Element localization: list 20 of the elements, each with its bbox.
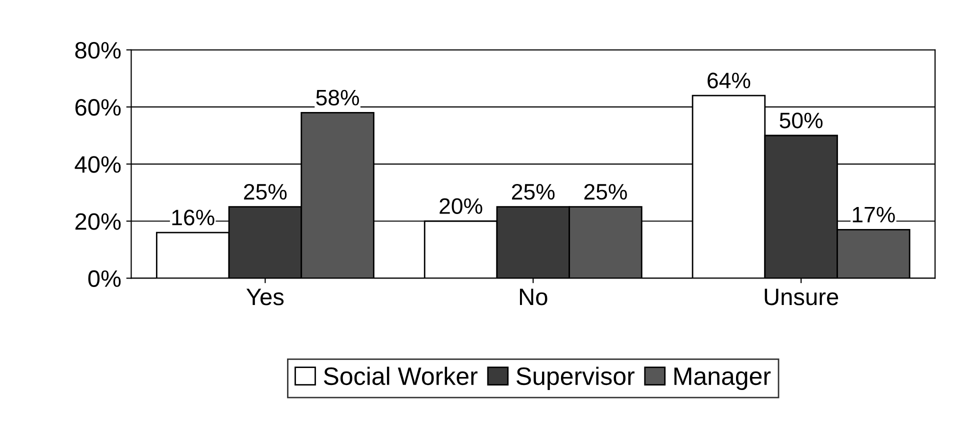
data-label: 17% — [852, 206, 895, 222]
legend-label: Manager — [674, 368, 771, 390]
y-tick-label: 20% — [75, 213, 121, 230]
x-tick-label: Unsure — [764, 288, 838, 306]
y-tick-label: 40% — [74, 156, 121, 173]
x-tick-label: Yes — [246, 288, 284, 306]
data-label: 16% — [172, 210, 214, 226]
data-label: 58% — [316, 90, 359, 106]
data-label: 25% — [584, 184, 627, 200]
data-label: 25% — [512, 184, 555, 200]
y-tick-label: 60% — [75, 99, 121, 116]
data-label: 20% — [440, 198, 482, 214]
x-tick-label: No — [520, 288, 548, 306]
y-tick-label: 0% — [88, 270, 121, 287]
data-label: 25% — [244, 184, 287, 200]
data-label: 50% — [780, 112, 823, 128]
legend-label: Social Worker — [324, 366, 478, 386]
legend-label: Supervisor — [516, 366, 634, 390]
y-tick-label: 80% — [75, 42, 121, 59]
data-label: 64% — [708, 72, 750, 88]
